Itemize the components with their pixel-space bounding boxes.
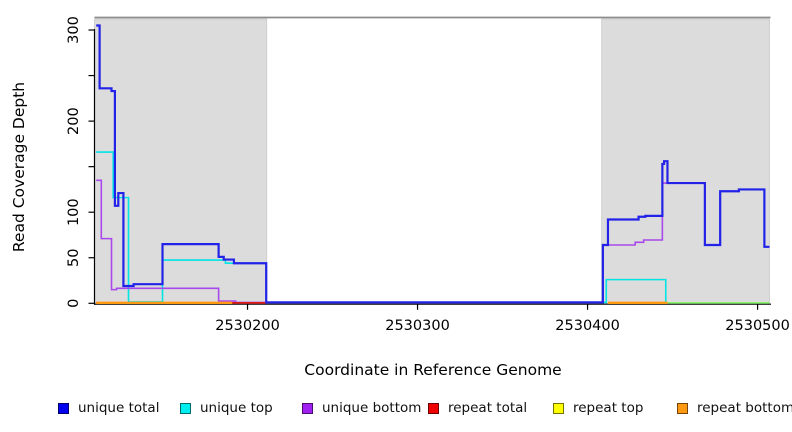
series-line-unique-top (96, 151, 770, 304)
legend-item-repeat-bottom: repeat bottom (677, 399, 792, 417)
series-line-unique-total (96, 24, 770, 304)
legend-swatch-unique-bottom (302, 402, 313, 414)
y-tick-label: 0 (66, 299, 82, 308)
x-tick-label: 2530500 (725, 318, 790, 334)
legend-item-unique-top: unique top (180, 399, 273, 417)
legend-swatch-repeat-top (553, 402, 564, 414)
y-tick-label: 200 (66, 107, 82, 135)
legend-item-repeat-total: repeat total (428, 399, 527, 417)
x-tick-label: 2530400 (555, 318, 620, 334)
legend-item-unique-bottom: unique bottom (302, 399, 421, 417)
y-tick-label: 300 (66, 16, 82, 44)
legend-label: unique top (200, 400, 273, 416)
x-tick-label: 2530300 (385, 318, 450, 334)
covered-region-right (601, 18, 770, 304)
legend: unique total unique top unique bottom repea… (0, 399, 792, 419)
legend-label: repeat bottom (697, 400, 792, 416)
x-tick-label: 2530200 (215, 318, 280, 334)
y-axis-title: Read Coverage Depth (10, 81, 28, 253)
legend-item-unique-total: unique total (58, 399, 159, 417)
plot-canvas: 2530200 2530300 2530400 2530500 0 50 100 200 300 (66, 16, 790, 334)
legend-label: unique total (78, 400, 160, 416)
legend-swatch-unique-total (58, 402, 69, 414)
legend-label: repeat total (448, 400, 528, 416)
x-axis-title: Coordinate in Reference Genome (304, 361, 562, 379)
legend-label: unique bottom (322, 400, 422, 416)
y-tick-label: 50 (66, 249, 82, 267)
legend-swatch-repeat-total (428, 402, 439, 414)
legend-item-repeat-top: repeat top (553, 399, 643, 417)
legend-label: repeat top (573, 400, 644, 416)
legend-swatch-repeat-bottom (677, 402, 688, 414)
y-tick-label: 100 (66, 198, 82, 226)
legend-swatch-unique-top (180, 402, 191, 414)
